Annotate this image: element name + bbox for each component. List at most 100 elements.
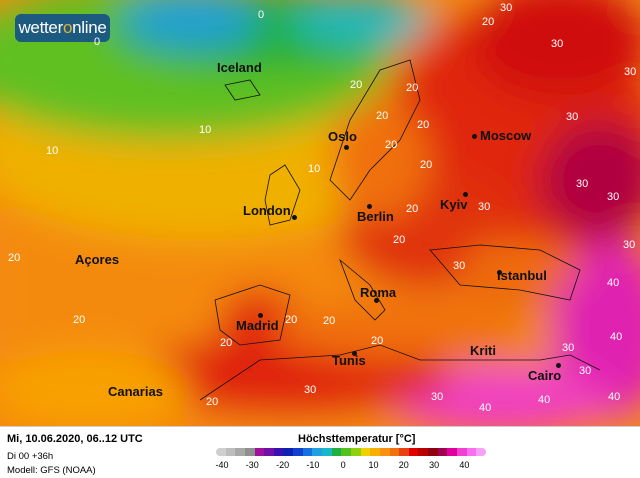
isotherm-label: 20: [482, 16, 495, 28]
city-dot: [472, 134, 477, 139]
color-swatch: [350, 448, 361, 456]
isotherm-label: 20: [371, 335, 384, 347]
legend-tick: 10: [368, 460, 379, 470]
city-label: Canarias: [108, 384, 163, 399]
isotherm-label: 30: [562, 342, 575, 354]
isotherm-label: 40: [479, 402, 492, 414]
color-swatch: [254, 448, 265, 456]
color-swatch: [476, 448, 486, 456]
color-swatch: [225, 448, 236, 456]
isotherm-label: 20: [206, 396, 219, 408]
color-swatch: [408, 448, 419, 456]
isotherm-label: 10: [308, 163, 321, 175]
color-swatch: [389, 448, 400, 456]
footer: Mi, 10.06.2020, 06..12 UTC Di 00 +36h Mo…: [0, 426, 640, 478]
color-swatch: [399, 448, 409, 456]
isotherm-label: 20: [8, 252, 21, 264]
city-label: London: [243, 203, 291, 218]
color-swatch: [437, 448, 448, 456]
city-label: Iceland: [217, 60, 262, 75]
color-swatch: [331, 448, 342, 456]
isotherm-label: 20: [323, 315, 336, 327]
color-swatch: [466, 448, 477, 456]
isotherm-label: 20: [406, 82, 419, 94]
color-swatch: [379, 448, 390, 456]
color-swatch: [216, 448, 226, 456]
isotherm-label: 40: [608, 391, 621, 403]
legend-tick: 20: [398, 460, 409, 470]
isotherm-label: 30: [576, 178, 589, 190]
legend-title: Höchsttemperatur [°C]: [298, 433, 416, 445]
isotherm-label: 20: [350, 79, 363, 91]
isotherm-label: 30: [566, 111, 579, 123]
color-swatch: [264, 448, 274, 456]
legend-tick: 0: [340, 460, 346, 470]
color-swatch: [428, 448, 438, 456]
city-label: Istanbul: [497, 268, 547, 283]
city-label: Cairo: [528, 368, 562, 383]
city-dot: [497, 270, 502, 275]
legend-tick: 40: [459, 460, 470, 470]
model-name: Modell: GFS (NOAA): [7, 465, 96, 476]
isotherm-label: 30: [478, 201, 491, 213]
city-dot: [556, 363, 561, 368]
isotherm-label: 10: [46, 145, 59, 157]
isotherm-label: 0: [94, 36, 101, 48]
city-dot: [292, 215, 297, 220]
legend-tick: -30: [245, 460, 259, 470]
isotherm-label: 40: [610, 331, 623, 343]
isotherm-label: 30: [431, 391, 444, 403]
isotherm-label: 20: [406, 203, 419, 215]
forecast-date: Mi, 10.06.2020, 06..12 UTC: [7, 433, 143, 445]
color-swatch: [273, 448, 284, 456]
color-swatch: [302, 448, 313, 456]
isotherm-label: 30: [607, 191, 620, 203]
city-label: Moscow: [480, 128, 532, 143]
city-dot: [463, 192, 468, 197]
isotherm-label: 20: [420, 159, 433, 171]
city-dot: [344, 145, 349, 150]
isotherm-label: 20: [376, 110, 389, 122]
temperature-map[interactable]: wetteronline Iceland Oslo Moscow London …: [0, 0, 640, 426]
city-dot: [367, 204, 372, 209]
isotherm-label: 10: [199, 124, 212, 136]
isotherm-label: 30: [551, 38, 564, 50]
color-swatch: [457, 448, 467, 456]
isotherm-label: 20: [220, 337, 233, 349]
color-swatch: [244, 448, 255, 456]
color-swatch: [293, 448, 303, 456]
isotherm-label: 20: [417, 119, 430, 131]
color-swatch: [312, 448, 323, 456]
isotherm-label: 30: [453, 260, 466, 272]
legend-tick: -20: [276, 460, 290, 470]
color-swatch: [322, 448, 332, 456]
legend-tick: -10: [306, 460, 320, 470]
isotherm-label: 20: [393, 234, 406, 246]
isotherm-label: 20: [285, 314, 298, 326]
city-label: Oslo: [328, 129, 357, 144]
city-label: Roma: [360, 285, 397, 300]
color-swatch: [283, 448, 294, 456]
isotherm-label: 30: [623, 239, 636, 251]
isotherm-label: 40: [607, 277, 620, 289]
city-dot: [258, 313, 263, 318]
color-scale-bar: [216, 448, 486, 456]
isotherm-label: 20: [73, 314, 86, 326]
logo-text: o: [62, 18, 73, 37]
isotherm-label: 30: [500, 2, 513, 14]
city-label: Tunis: [332, 353, 366, 368]
isotherm-label: 20: [385, 139, 398, 151]
city-dot: [352, 351, 357, 356]
color-swatch: [235, 448, 245, 456]
city-label: Madrid: [236, 318, 279, 333]
color-swatch: [418, 448, 429, 456]
model-run: Di 00 +36h: [7, 451, 54, 462]
isotherm-label: 30: [579, 365, 592, 377]
color-swatch: [360, 448, 371, 456]
city-label: Berlin: [357, 209, 394, 224]
isotherm-label: 0: [258, 9, 265, 21]
color-swatch: [447, 448, 458, 456]
wetteronline-logo[interactable]: wetteronline: [15, 14, 110, 42]
city-dot: [374, 298, 379, 303]
legend-tick: -40: [215, 460, 229, 470]
